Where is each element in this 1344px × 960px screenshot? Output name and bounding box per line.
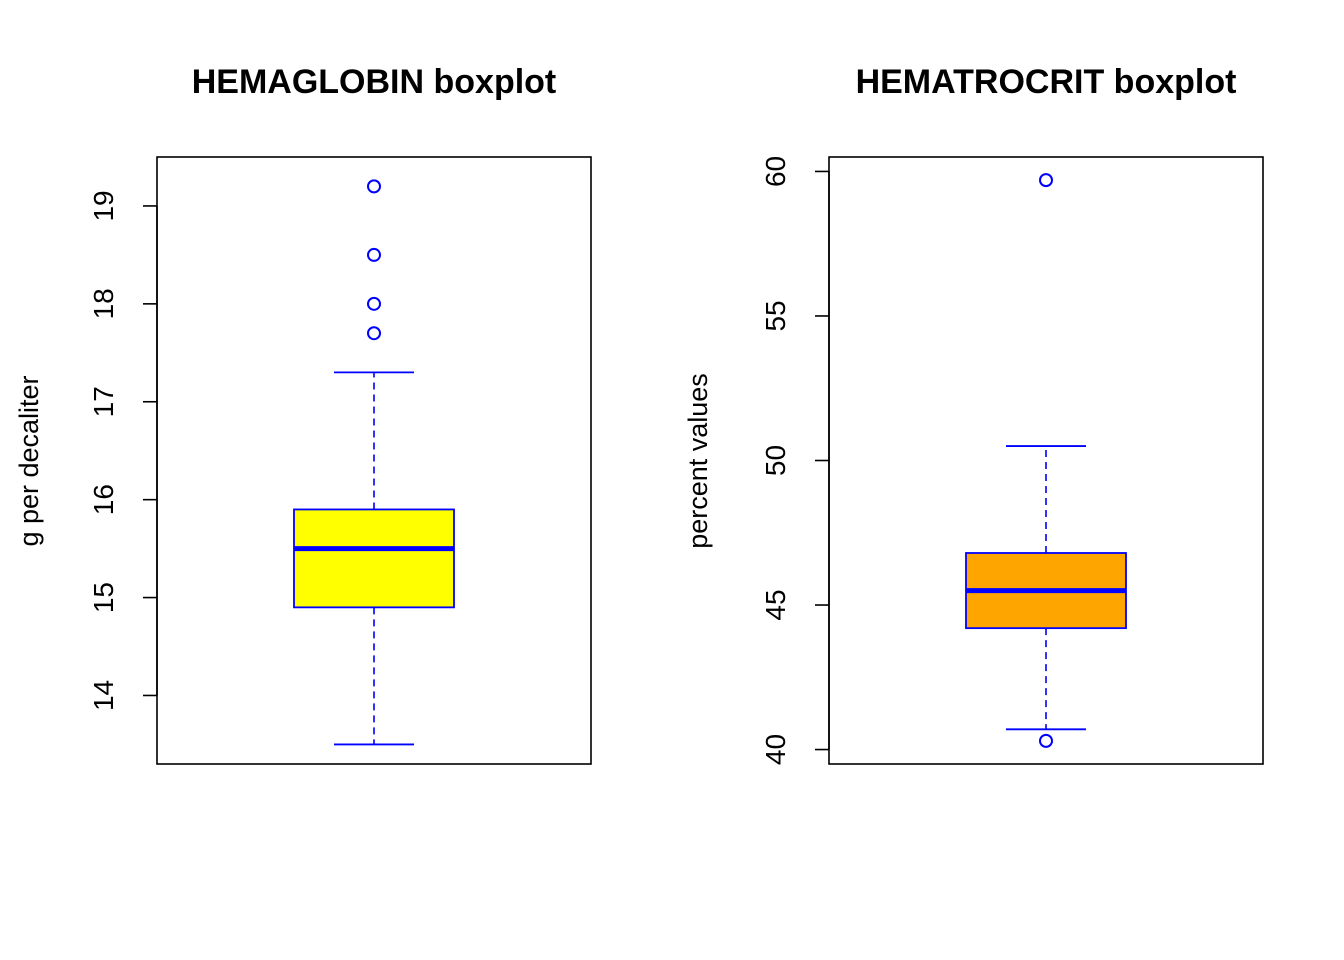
y-tick-label: 17 xyxy=(88,386,119,417)
iqr-box xyxy=(293,508,455,609)
y-tick-label: 18 xyxy=(88,288,119,319)
outlier-point xyxy=(367,326,381,341)
y-tick-label: 60 xyxy=(760,156,791,187)
y-tick-label: 50 xyxy=(760,445,791,476)
outlier-point xyxy=(367,247,381,262)
outlier-point xyxy=(1039,733,1053,748)
hemoglobin-panel: HEMAGLOBIN boxplot g per decaliter 14 15 1… xyxy=(14,63,592,765)
hematocrit-panel: HEMATROCRIT boxplot percent values 40 45 5… xyxy=(683,63,1264,765)
outlier-point xyxy=(367,179,381,194)
outlier-point xyxy=(367,296,381,311)
outlier-point xyxy=(1039,173,1053,188)
y-tick-label: 55 xyxy=(760,300,791,331)
y-axis-label: percent values xyxy=(683,373,713,549)
chart-title: HEMAGLOBIN boxplot xyxy=(192,63,557,101)
y-tick-label: 15 xyxy=(88,582,119,613)
y-axis-label: g per decaliter xyxy=(14,375,44,546)
y-tick-label: 19 xyxy=(88,190,119,221)
y-tick-label: 40 xyxy=(760,734,791,765)
y-tick-label: 14 xyxy=(88,680,119,711)
y-tick-label: 45 xyxy=(760,589,791,620)
chart-title: HEMATROCRIT boxplot xyxy=(856,63,1237,101)
plot-frame xyxy=(828,156,1264,765)
y-tick-label: 16 xyxy=(88,484,119,515)
